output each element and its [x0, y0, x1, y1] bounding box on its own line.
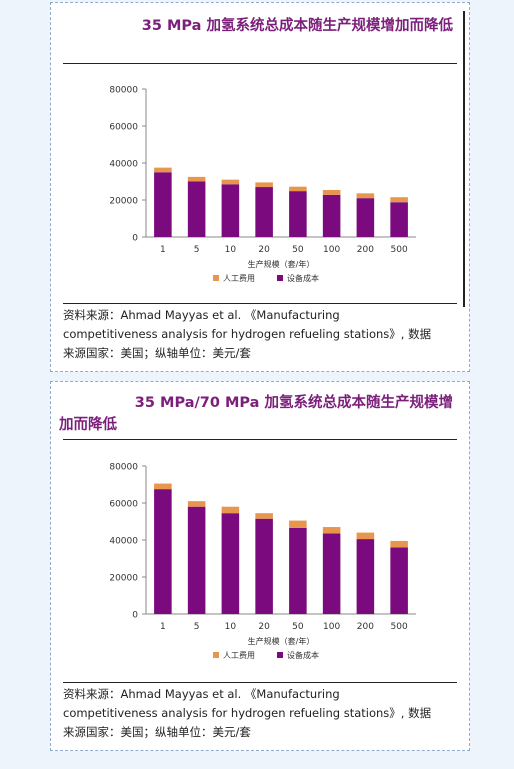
x-tick-label: 5 — [194, 622, 200, 632]
y-tick-label: 0 — [132, 234, 138, 244]
y-tick-label: 20000 — [109, 574, 138, 584]
x-tick-label: 500 — [391, 622, 408, 632]
bar-segment — [187, 181, 206, 237]
source-line: 资料来源：Ahmad Mayyas et al. 《Manufacturing — [63, 687, 340, 701]
x-tick-label: 50 — [292, 245, 304, 255]
stacked-bar-chart-35-70mpa: 0 20000 40000 60000 80000 1 5 10 20 50 100 200 500 生产… — [109, 463, 416, 660]
bar-segment — [322, 527, 341, 534]
x-axis-label: 生产规模（套/年） — [248, 259, 315, 269]
bar-segment — [221, 506, 240, 514]
bar-segment — [356, 193, 375, 199]
source-line: competitiveness analysis for hydrogen re… — [63, 706, 432, 720]
bar-segment — [390, 197, 408, 203]
title-rule — [63, 63, 457, 64]
bar-segment — [322, 533, 341, 614]
x-tick-label: 5 — [194, 245, 200, 255]
chart-title-line: 35 MPa/70 MPa 加氢系统总成本随生产规模增 — [134, 395, 453, 411]
bar-segment — [221, 184, 240, 237]
bar-segment — [289, 527, 307, 614]
legend-label: 设备成本 — [287, 650, 319, 660]
bar-segment — [187, 501, 206, 507]
x-tick-label: 200 — [357, 622, 374, 632]
x-tick-label: 200 — [357, 245, 374, 255]
chart-title: 35 MPa/70 MPa 加氢系统总成本随生产规模增 加而降低 — [59, 392, 453, 436]
x-tick-label: 100 — [323, 245, 340, 255]
x-tick-label: 1 — [160, 245, 166, 255]
y-tick-label: 80000 — [109, 86, 138, 96]
legend-swatch — [213, 275, 219, 281]
bar-segment — [356, 532, 375, 540]
legend-swatch — [213, 652, 219, 658]
x-axis-label: 生产规模（套/年） — [248, 636, 315, 646]
panel-side-rule — [463, 11, 465, 307]
bar-segment — [154, 167, 172, 173]
chart-title: 35 MPa 加氢系统总成本随生产规模增加而降低 — [141, 18, 453, 34]
x-tick-label: 1 — [160, 622, 166, 632]
x-tick-label: 500 — [391, 245, 408, 255]
x-tick-label: 100 — [323, 622, 340, 632]
bar-segment — [289, 520, 307, 528]
bar-segment — [221, 179, 240, 185]
bar-segment — [154, 483, 172, 490]
source-note: 资料来源：Ahmad Mayyas et al. 《Manufacturing … — [63, 306, 459, 363]
bar-segment — [255, 182, 273, 188]
source-line: 来源国家：美国；纵轴单位：美元/套 — [63, 346, 251, 360]
y-tick-label: 60000 — [109, 123, 138, 133]
y-tick-label: 60000 — [109, 500, 138, 510]
bar-segment — [154, 172, 172, 237]
chart-panel-1: 35 MPa 加氢系统总成本随生产规模增加而降低 0 20000 40000 6000… — [50, 2, 470, 372]
source-line: 资料来源：Ahmad Mayyas et al. 《Manufacturing — [63, 308, 340, 322]
bar-segment — [187, 506, 206, 614]
x-tick-label: 50 — [292, 622, 304, 632]
bar-segment — [255, 518, 273, 614]
stacked-bar-chart-35mpa: 0 20000 40000 60000 80000 1 5 10 20 50 100 200 500 生产… — [109, 86, 416, 283]
x-tick-label: 10 — [225, 622, 237, 632]
title-rule — [63, 439, 457, 440]
chart-panel-2: 35 MPa/70 MPa 加氢系统总成本随生产规模增 加而降低 0 20000 4… — [50, 381, 470, 751]
bar-segment — [390, 202, 408, 237]
bar-segment — [255, 513, 273, 519]
chart-title-line: 加而降低 — [59, 417, 117, 433]
bar-segment — [322, 194, 341, 237]
y-tick-label: 0 — [132, 611, 138, 621]
bar-segment — [255, 187, 273, 237]
y-tick-label: 20000 — [109, 197, 138, 207]
source-rule — [63, 682, 457, 683]
y-tick-label: 40000 — [109, 537, 138, 547]
legend-swatch — [277, 652, 283, 658]
source-rule — [63, 303, 457, 304]
source-line: competitiveness analysis for hydrogen re… — [63, 327, 432, 341]
bar-segment — [390, 547, 408, 614]
bar-segment — [289, 191, 307, 237]
y-tick-label: 80000 — [109, 463, 138, 473]
source-note: 资料来源：Ahmad Mayyas et al. 《Manufacturing … — [63, 685, 459, 742]
bar-segment — [187, 176, 206, 182]
source-line: 来源国家：美国；纵轴单位：美元/套 — [63, 725, 251, 739]
legend-label: 人工费用 — [223, 650, 255, 660]
bar-segment — [289, 186, 307, 192]
bar-segment — [356, 539, 375, 614]
bar-segment — [322, 190, 341, 195]
x-tick-label: 10 — [225, 245, 237, 255]
x-tick-label: 20 — [258, 622, 270, 632]
bar-segment — [221, 513, 240, 614]
bar-segment — [390, 540, 408, 548]
bar-segment — [356, 198, 375, 237]
legend-label: 人工费用 — [223, 273, 255, 283]
legend-swatch — [277, 275, 283, 281]
y-tick-label: 40000 — [109, 160, 138, 170]
legend-label: 设备成本 — [287, 273, 319, 283]
bar-segment — [154, 489, 172, 614]
x-tick-label: 20 — [258, 245, 270, 255]
